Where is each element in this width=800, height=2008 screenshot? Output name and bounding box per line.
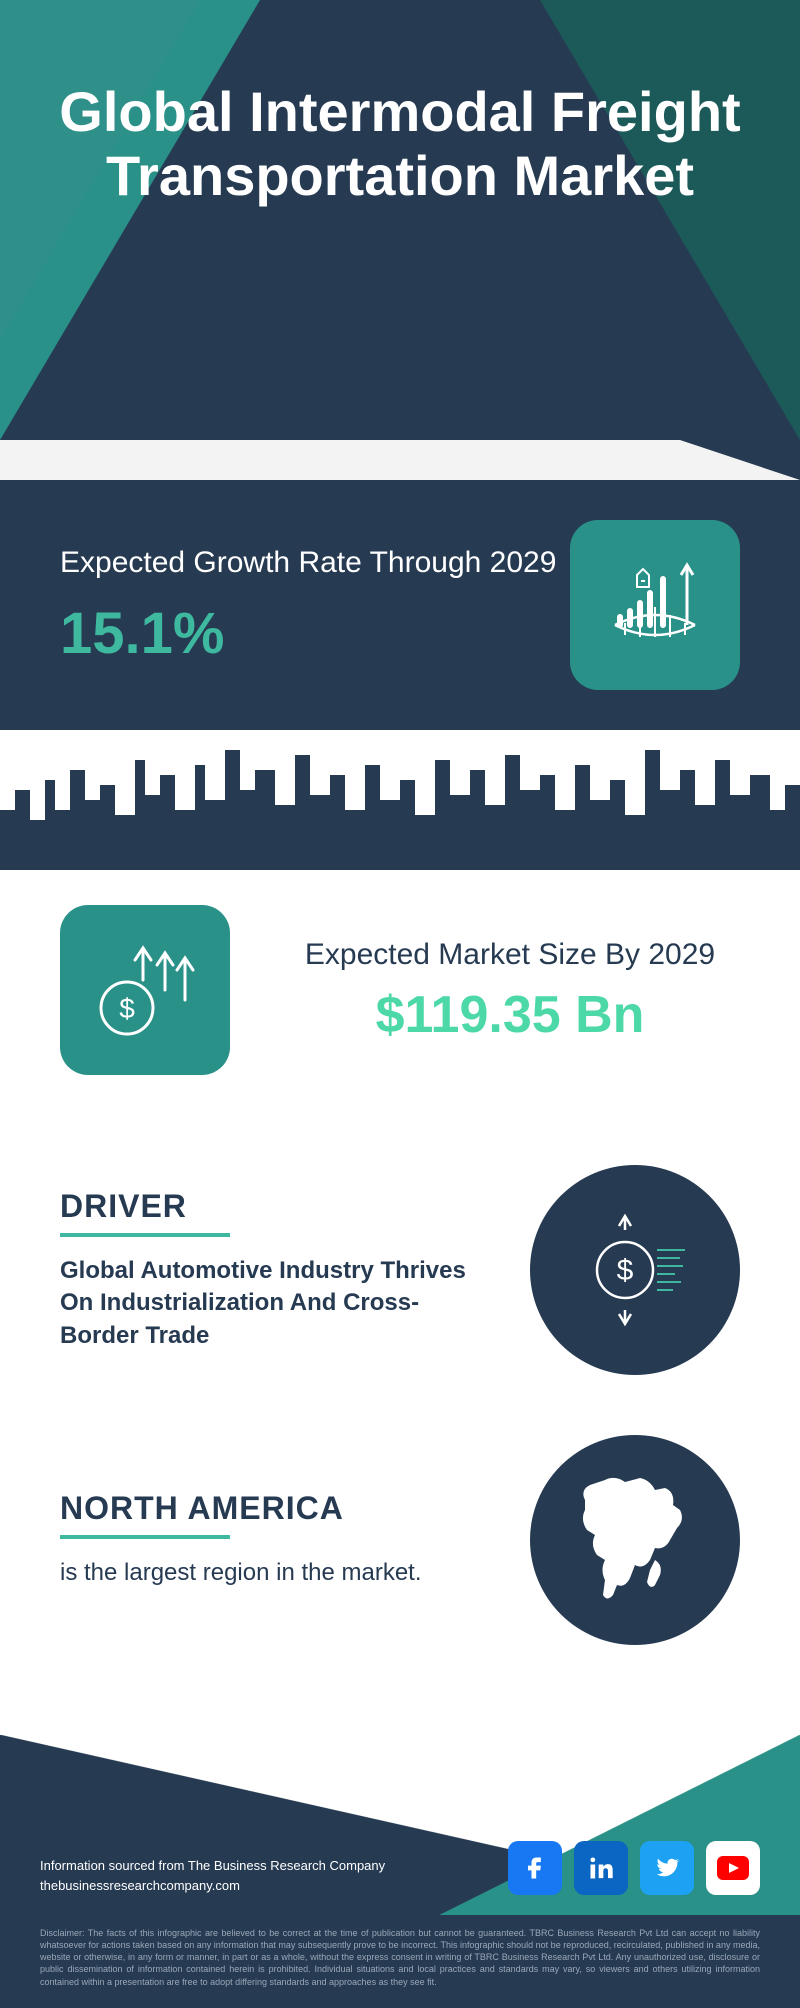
market-size-icon-tile: $ — [60, 905, 230, 1075]
dollar-growth-icon: $ — [85, 930, 205, 1050]
driver-body: Global Automotive Industry Thrives On In… — [60, 1255, 490, 1352]
svg-text:$: $ — [119, 993, 135, 1024]
region-heading: NORTH AMERICA — [60, 1490, 490, 1527]
svg-text:$: $ — [617, 1254, 634, 1287]
region-circle — [530, 1435, 740, 1645]
region-section: NORTH AMERICA is the largest region in t… — [0, 1405, 800, 1675]
dollar-exchange-icon: $ — [565, 1200, 705, 1340]
footer-content: Information sourced from The Business Re… — [0, 1841, 800, 1895]
north-america-map-icon — [555, 1460, 715, 1620]
market-size-label: Expected Market Size By 2029 — [280, 935, 740, 976]
skyline-wrap — [0, 730, 800, 875]
footer-source: Information sourced from The Business Re… — [40, 1856, 385, 1895]
social-row — [508, 1841, 760, 1895]
market-size-section: $ Expected Market Size By 2029 $119.35 B… — [0, 875, 800, 1135]
hero-section: Global Intermodal Freight Transportation… — [0, 0, 800, 440]
disclaimer-text: Disclaimer: The facts of this infographi… — [0, 1915, 800, 2008]
region-underline — [60, 1535, 230, 1539]
growth-text-block: Expected Growth Rate Through 2029 15.1% — [60, 543, 556, 667]
growth-icon-tile — [570, 520, 740, 690]
footer-source-line2: thebusinessresearchcompany.com — [40, 1876, 385, 1896]
linkedin-button[interactable] — [574, 1841, 628, 1895]
market-text-block: Expected Market Size By 2029 $119.35 Bn — [280, 935, 740, 1046]
skyline-silhouette-icon — [0, 740, 800, 870]
driver-circle: $ — [530, 1165, 740, 1375]
linkedin-icon — [587, 1854, 615, 1882]
footer-band: Information sourced from The Business Re… — [0, 1735, 800, 1915]
driver-heading: DRIVER — [60, 1188, 490, 1225]
growth-chart-icon — [595, 545, 715, 665]
youtube-button[interactable] — [706, 1841, 760, 1895]
market-size-value: $119.35 Bn — [280, 985, 740, 1045]
region-body: is the largest region in the market. — [60, 1557, 490, 1589]
growth-label: Expected Growth Rate Through 2029 — [60, 543, 556, 582]
page-title: Global Intermodal Freight Transportation… — [0, 0, 800, 209]
driver-text-block: DRIVER Global Automotive Industry Thrive… — [60, 1188, 490, 1352]
youtube-icon — [717, 1856, 749, 1880]
region-text-block: NORTH AMERICA is the largest region in t… — [60, 1490, 490, 1589]
growth-rate-section: Expected Growth Rate Through 2029 15.1% — [0, 480, 800, 730]
twitter-button[interactable] — [640, 1841, 694, 1895]
facebook-icon — [521, 1854, 549, 1882]
growth-value: 15.1% — [60, 600, 556, 667]
driver-underline — [60, 1233, 230, 1237]
driver-section: DRIVER Global Automotive Industry Thrive… — [0, 1135, 800, 1405]
twitter-icon — [653, 1854, 681, 1882]
footer-source-line1: Information sourced from The Business Re… — [40, 1856, 385, 1876]
facebook-button[interactable] — [508, 1841, 562, 1895]
spacer — [0, 440, 800, 480]
